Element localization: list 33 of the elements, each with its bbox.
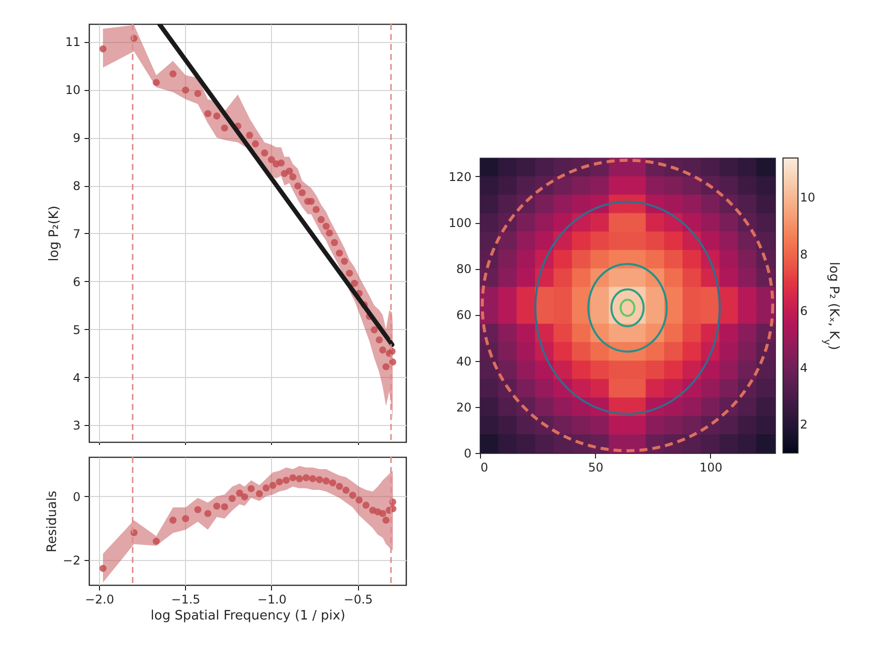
x-tick-label: 100 xyxy=(700,460,722,474)
x-tick-label: 0 xyxy=(480,460,488,474)
y-tick-label: 10 xyxy=(65,83,80,98)
x-tick-label: −1.0 xyxy=(257,592,287,606)
y-tick-label: 80 xyxy=(456,262,472,276)
y-axis-title: log P₂(K) xyxy=(47,206,62,262)
y-tick-label: 120 xyxy=(448,170,472,184)
x-tick-label: −0.5 xyxy=(344,592,373,606)
y-tick-label: 8 xyxy=(72,179,80,194)
x-tick-label: −1.5 xyxy=(171,592,200,606)
color-bar-label: 6 xyxy=(800,304,808,318)
y-axis-title: Residuals xyxy=(44,490,60,552)
y-tick-label: 7 xyxy=(72,226,80,241)
y-tick-label: 6 xyxy=(72,274,80,289)
y-tick-label: 5 xyxy=(72,322,80,337)
x-tick-label: 50 xyxy=(588,460,604,474)
y-tick-label: 4 xyxy=(72,370,80,385)
color-bar-label: 4 xyxy=(800,360,808,375)
y-tick-label: 20 xyxy=(456,400,472,414)
y-tick-label: 40 xyxy=(456,354,472,368)
y-tick-label: 11 xyxy=(65,35,80,50)
y-tick-label: −2 xyxy=(62,554,80,568)
x-axis-title: log Spatial Frequency (1 / pix) xyxy=(150,608,346,624)
color-bar-label: 8 xyxy=(800,247,808,262)
y-tick-label: 60 xyxy=(456,308,472,322)
y-tick-label: 0 xyxy=(72,490,80,504)
y-tick-label: 3 xyxy=(72,418,80,433)
x-tick-label: −2.0 xyxy=(84,592,114,606)
y-tick-label: 9 xyxy=(72,131,80,146)
y-tick-label: 100 xyxy=(448,216,472,230)
y-tick-label: 0 xyxy=(464,446,472,460)
color-bar-label: 2 xyxy=(800,418,808,432)
color-bar-label: 10 xyxy=(800,190,816,205)
